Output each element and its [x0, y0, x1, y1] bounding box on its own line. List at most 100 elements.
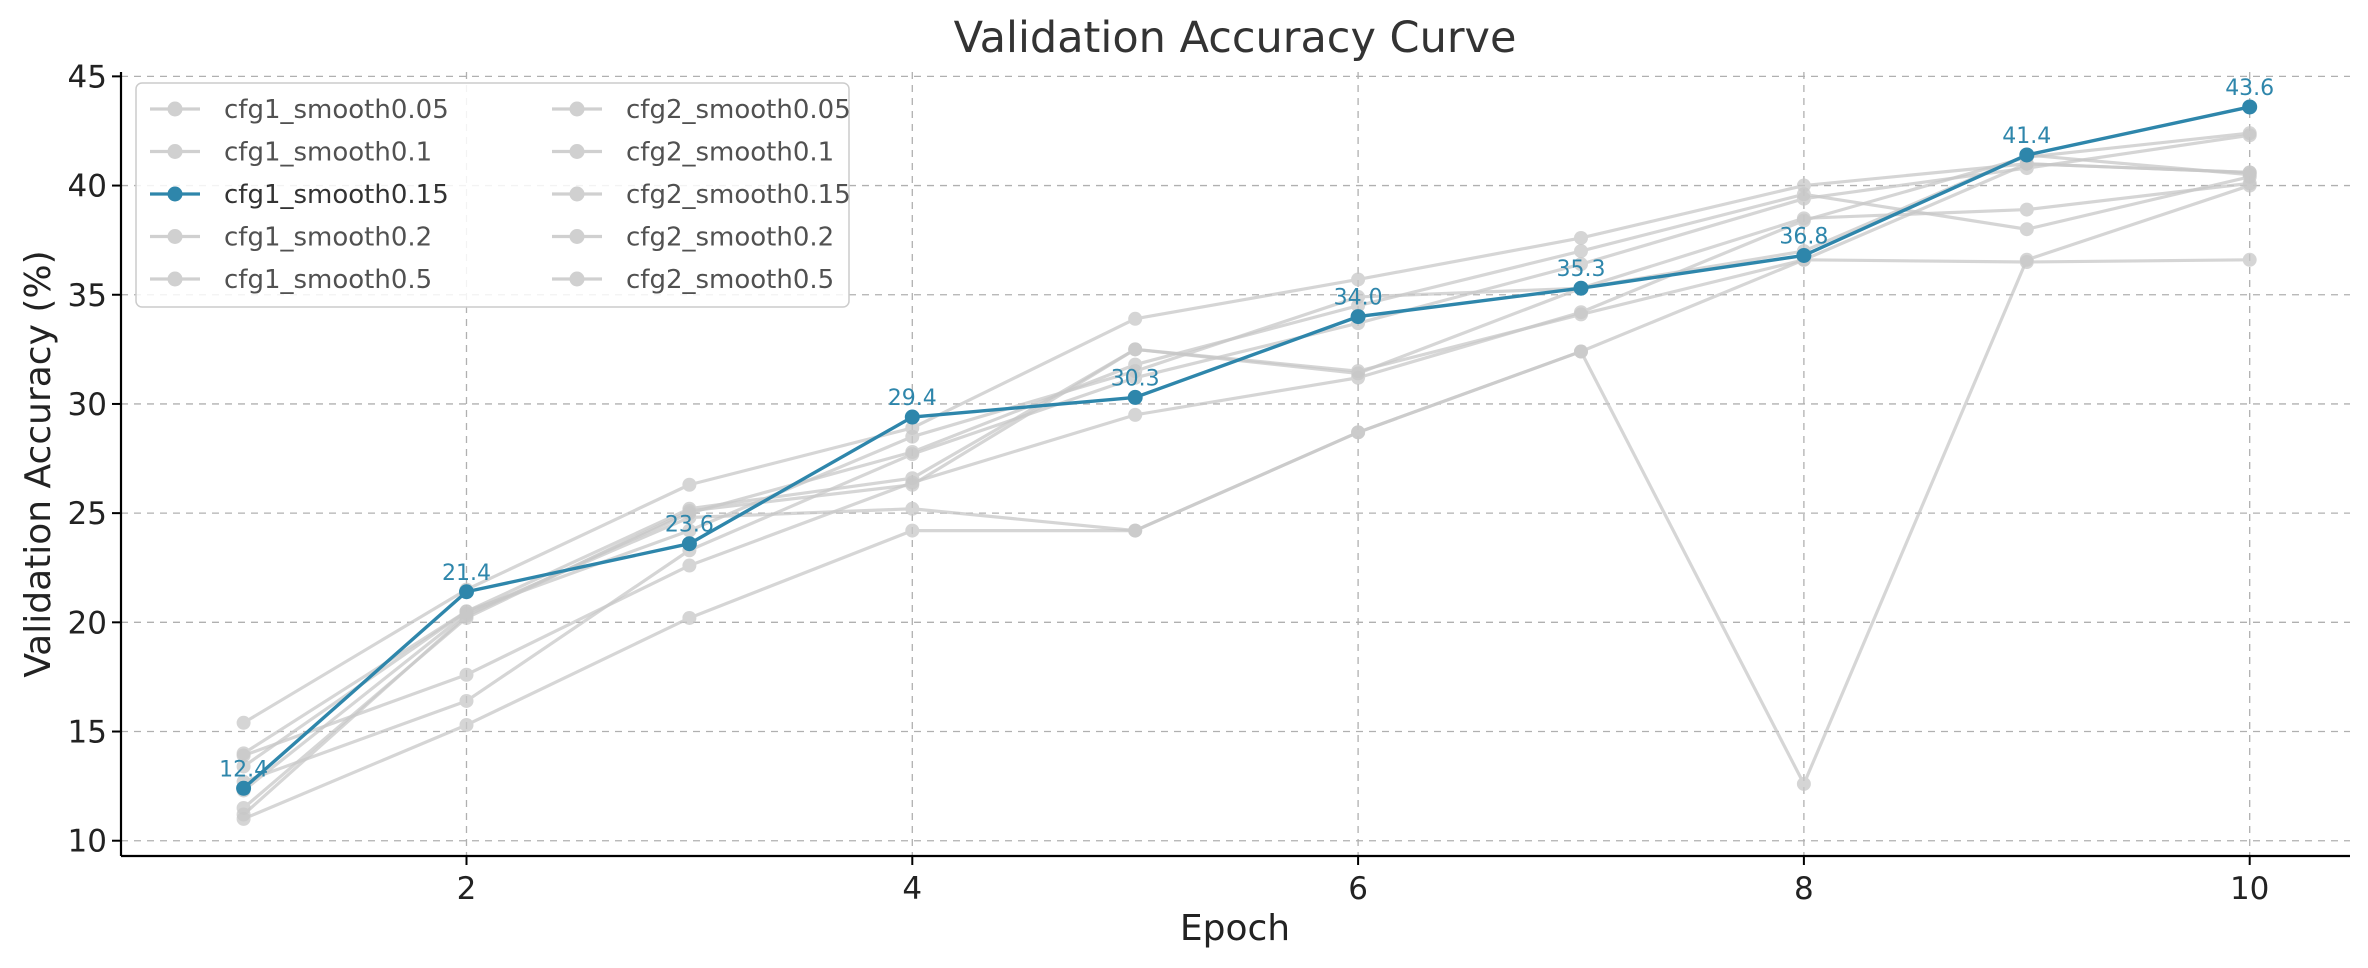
series-line — [243, 131, 2250, 758]
legend-label: cfg2_smooth0.2 — [626, 223, 834, 253]
data-point — [1573, 307, 1588, 322]
x-tick-label: 6 — [1348, 871, 1368, 907]
data-point — [2019, 147, 2035, 163]
data-point — [682, 523, 697, 538]
series-line — [242, 258, 2250, 821]
data-point — [1128, 311, 1143, 326]
data-point — [459, 717, 474, 732]
legend: cfg1_smooth0.05 cfg1_smooth0.1 cfg1_smooth… — [135, 82, 851, 308]
legend-label: cfg1_smooth0.05 — [224, 95, 449, 125]
data-point — [905, 501, 920, 516]
data-point — [1128, 523, 1143, 538]
y-tick-label: 20 — [68, 605, 107, 641]
x-tick-label: 10 — [2230, 871, 2269, 907]
y-tick-label: 10 — [68, 824, 107, 860]
data-point — [682, 477, 697, 492]
data-point — [2242, 128, 2257, 143]
data-point — [682, 503, 697, 518]
data-point — [236, 811, 251, 826]
y-tick-label: 45 — [68, 59, 107, 95]
data-label: 43.6 — [2225, 76, 2274, 101]
data-label: 34.0 — [1334, 286, 1383, 311]
legend-label: cfg1_smooth0.15 — [224, 180, 449, 210]
data-point — [1350, 309, 1366, 325]
y-axis-label: Validation Accuracy (%) — [18, 250, 59, 677]
legend-marker — [167, 101, 183, 117]
data-point — [905, 429, 920, 444]
data-point — [1573, 344, 1588, 359]
series — [236, 99, 2258, 826]
data-point — [1573, 244, 1588, 259]
series-line — [242, 105, 2251, 790]
data-label: 30.3 — [1111, 366, 1160, 391]
x-tick-label: 4 — [902, 871, 922, 907]
data-labels: 12.4 21.4 23.6 29.4 30.3 34.0 35.3 36.8 41.4 43.6 — [219, 76, 2274, 782]
data-point — [459, 667, 474, 682]
legend-marker — [569, 271, 585, 287]
data-point — [1351, 289, 1366, 304]
legend-marker — [167, 186, 183, 202]
data-label: 29.4 — [888, 386, 937, 411]
series-line — [242, 162, 2250, 725]
legend-item: cfg1_smooth0.15 — [150, 180, 449, 210]
legend-item: cfg2_smooth0.1 — [552, 138, 834, 168]
data-point — [905, 447, 920, 462]
data-point — [1796, 191, 1811, 206]
data-point — [236, 759, 251, 774]
data-point — [1128, 407, 1143, 422]
series-cfg2_smooth0-5 — [236, 156, 2257, 815]
series-cfg1_smooth0-15 — [236, 99, 2258, 796]
data-point — [1351, 425, 1366, 440]
data-label: 41.4 — [2002, 124, 2051, 149]
data-label: 23.6 — [665, 513, 714, 538]
data-label: 35.3 — [1557, 257, 1606, 282]
legend-item: cfg2_smooth0.15 — [552, 180, 851, 210]
data-point — [1128, 364, 1143, 379]
y-tick-label: 15 — [68, 715, 107, 751]
series-line — [242, 153, 2250, 768]
legend-item: cfg2_smooth0.2 — [552, 223, 834, 253]
legend-label: cfg2_smooth0.05 — [626, 95, 851, 125]
data-point — [905, 477, 920, 492]
y-tick-label: 25 — [68, 496, 107, 532]
ticks: 2 4 6 8 10 10 15 20 25 30 35 40 45 — [68, 59, 2270, 907]
y-tick-label: 35 — [68, 278, 107, 314]
legend-item: cfg1_smooth0.2 — [150, 223, 432, 253]
data-point — [2242, 165, 2257, 180]
data-point — [2019, 202, 2034, 217]
data-point — [681, 536, 697, 552]
data-point — [236, 748, 251, 763]
legend-label: cfg2_smooth0.1 — [626, 138, 834, 168]
data-label: 12.4 — [219, 757, 268, 782]
series-line — [242, 162, 2250, 810]
data-point — [2242, 99, 2258, 115]
chart-title: Validation Accuracy Curve — [954, 13, 1517, 63]
legend-label: cfg1_smooth0.5 — [224, 265, 432, 295]
data-point — [1573, 257, 1588, 272]
legend-label: cfg2_smooth0.5 — [626, 265, 834, 295]
legend-item: cfg2_smooth0.5 — [552, 265, 834, 295]
x-tick-label: 2 — [457, 871, 477, 907]
data-point — [1573, 280, 1589, 296]
legend-label: cfg1_smooth0.2 — [224, 223, 432, 253]
data-point — [459, 693, 474, 708]
legend-marker — [167, 271, 183, 287]
legend-label: cfg1_smooth0.1 — [224, 138, 432, 168]
data-point — [1796, 213, 1811, 228]
data-point — [236, 800, 251, 815]
data-point — [905, 523, 920, 538]
legend-item: cfg1_smooth0.5 — [150, 265, 432, 295]
data-point — [682, 610, 697, 625]
data-point — [2019, 254, 2034, 269]
data-point — [1796, 247, 1812, 263]
legend-item: cfg2_smooth0.05 — [552, 95, 851, 125]
data-point — [1127, 389, 1143, 405]
legend-marker — [167, 229, 183, 244]
legend-marker — [569, 229, 585, 244]
series-cfg2_smooth0-05 — [236, 252, 2257, 826]
y-tick-label: 30 — [68, 387, 107, 423]
data-point — [1351, 272, 1366, 287]
y-tick-label: 40 — [68, 169, 107, 205]
legend-item: cfg1_smooth0.05 — [150, 95, 449, 125]
